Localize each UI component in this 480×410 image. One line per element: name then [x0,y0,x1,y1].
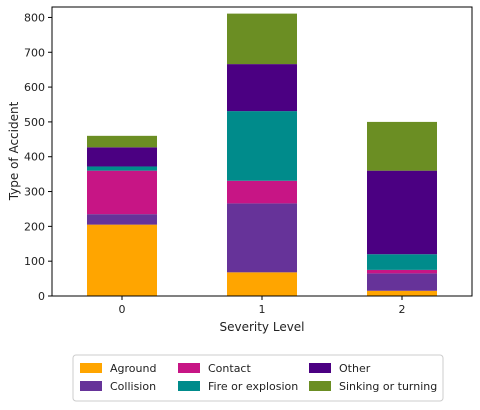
y-axis-label: Type of Accident [7,101,21,201]
legend-label: Collision [110,380,156,393]
bar-2-series-5 [367,121,437,171]
legend-swatch [309,381,331,391]
y-tick-label: 500 [24,116,45,129]
bar-1-series-2 [227,180,297,204]
y-tick-label: 100 [24,255,45,268]
y-tick-label: 600 [24,81,45,94]
legend-label: Fire or explosion [208,380,298,393]
x-axis: 0 1 2 [119,296,406,316]
legend: Aground Collision Contact Fire or explosion… [72,354,444,402]
bar-1-series-3 [227,111,297,181]
y-tick-label: 300 [24,186,45,199]
bar-1-series-4 [227,64,297,112]
legend-label: Contact [208,362,251,375]
legend-label: Aground [110,362,156,375]
x-tick-label: 0 [119,303,126,316]
bar-1-series-1 [227,203,297,273]
bar-0-series-3 [87,166,157,171]
legend-label: Sinking or turning [339,380,437,393]
legend-swatch [178,363,200,373]
legend-box [72,354,444,402]
y-tick-label: 200 [24,220,45,233]
x-tick-label: 1 [259,303,266,316]
bar-2-series-0 [367,290,437,296]
y-tick-label: 400 [24,151,45,164]
bar-0-series-5 [87,135,157,148]
bar-0-series-4 [87,147,157,167]
bar-0-series-0 [87,224,157,296]
legend-swatch [80,363,102,373]
bar-2-series-3 [367,254,437,270]
y-tick-label: 700 [24,46,45,59]
bar-2-series-2 [367,269,437,274]
legend-swatch [80,381,102,391]
bars-layer [87,13,437,296]
bar-0-series-1 [87,214,157,225]
x-axis-label: Severity Level [219,320,304,334]
y-axis: 0 100 200 300 400 500 600 700 800 [24,11,52,303]
y-tick-label: 0 [38,290,45,303]
legend-swatch [178,381,200,391]
legend-label: Other [339,362,371,375]
bar-2-series-1 [367,273,437,291]
legend-swatch [309,363,331,373]
bar-1-series-0 [227,272,297,296]
x-tick-label: 2 [399,303,406,316]
bar-2-series-4 [367,170,437,255]
bar-0-series-2 [87,170,157,215]
bar-1-series-5 [227,13,297,65]
y-tick-label: 800 [24,11,45,24]
